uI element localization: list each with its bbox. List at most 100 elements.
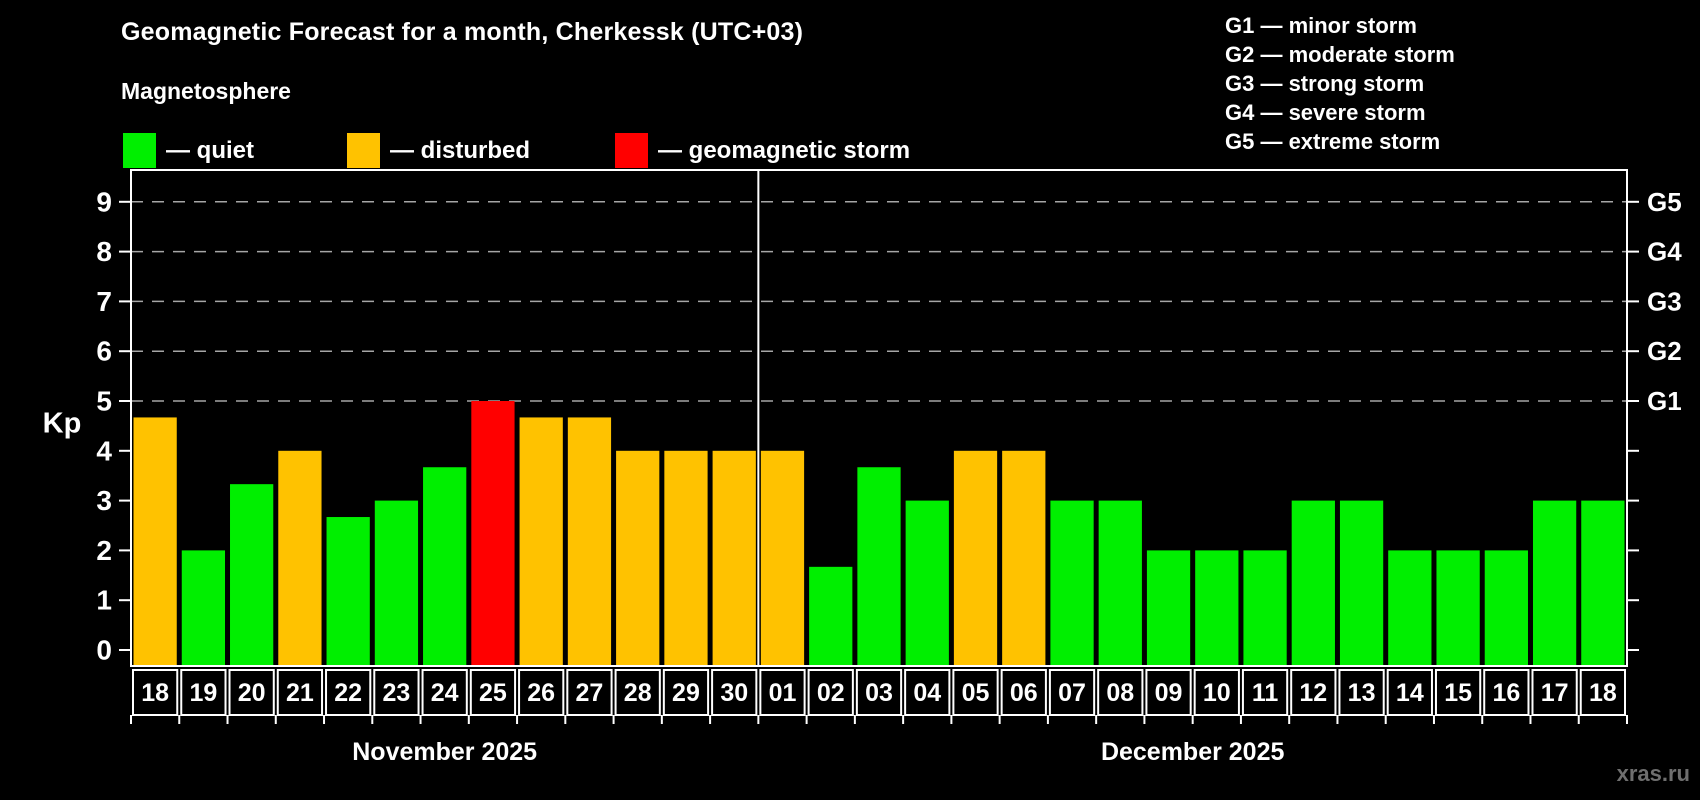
axes: 0 1 2 3 4 5 6 7 8 9 G1 G2 G3 G4 G5 Kp	[43, 186, 1683, 665]
bar-day-18-nov	[133, 417, 177, 666]
page-title: Geomagnetic Forecast for a month, Cherke…	[121, 18, 804, 46]
bar-day-13-dec	[1339, 500, 1384, 666]
day-label: 28	[624, 679, 652, 707]
y-tick-label-8: 8	[96, 236, 112, 267]
bar-day-25-nov	[471, 401, 515, 666]
legend-item-storm: — geomagnetic storm	[615, 133, 910, 168]
day-label: 19	[189, 679, 217, 707]
day-box	[1579, 669, 1627, 716]
g-level-label-G2: G2	[1647, 336, 1682, 366]
y-tick-label-5: 5	[96, 386, 112, 417]
bar-day-17-dec	[1532, 500, 1577, 666]
bar-day-16-dec	[1484, 550, 1528, 666]
bar-day-29-nov	[664, 450, 708, 666]
day-label: 04	[913, 679, 941, 707]
day-label: 13	[1348, 679, 1376, 707]
g-legend-line-g1: G1 — minor storm	[1225, 13, 1417, 38]
bar-day-04-dec	[905, 500, 949, 666]
month-label-november: November 2025	[352, 738, 537, 766]
day-label: 06	[1010, 679, 1038, 707]
day-box	[662, 669, 710, 716]
bar-day-20-nov	[230, 484, 274, 666]
legend-label-storm: — geomagnetic storm	[658, 136, 911, 164]
plot-border	[130, 169, 1628, 667]
day-label: 27	[576, 679, 604, 707]
day-label: 02	[817, 679, 845, 707]
day-box	[711, 669, 758, 716]
bar-day-22-nov	[326, 517, 370, 666]
bar-day-01-dec	[760, 450, 805, 666]
g-legend-line-g3: G3 — strong storm	[1225, 71, 1425, 96]
bar-day-26-nov	[519, 417, 563, 666]
legend-item-disturbed: — disturbed	[347, 133, 530, 168]
y-tick-label-9: 9	[96, 186, 112, 217]
day-box	[614, 669, 661, 716]
day-box	[1386, 669, 1433, 716]
bar-day-03-dec	[857, 467, 901, 666]
day-box	[1097, 669, 1144, 716]
bar-day-10-dec	[1195, 550, 1239, 666]
y-tick-label-6: 6	[96, 336, 112, 367]
bars	[133, 401, 1625, 666]
day-label: 11	[1252, 679, 1279, 707]
day-box	[759, 669, 806, 716]
g-legend-line-g5: G5 — extreme storm	[1225, 129, 1441, 154]
day-box	[228, 669, 275, 716]
bar-day-06-dec	[1002, 450, 1046, 666]
bar-day-19-nov	[181, 550, 226, 666]
bar-day-07-dec	[1050, 500, 1094, 666]
day-box	[1048, 669, 1096, 716]
quiet-swatch-icon	[123, 133, 156, 168]
y-tick-label-7: 7	[96, 286, 112, 317]
day-box	[1531, 669, 1578, 716]
legend-label-disturbed: — disturbed	[390, 136, 531, 164]
bar-day-28-nov	[616, 450, 660, 666]
day-box	[1241, 669, 1289, 716]
day-box	[518, 669, 565, 716]
day-box	[855, 669, 903, 716]
day-label: 09	[1155, 679, 1183, 707]
day-box	[373, 669, 420, 716]
y-tick-label-0: 0	[96, 635, 112, 666]
y-tick-label-2: 2	[96, 535, 112, 566]
day-label: 15	[1444, 679, 1472, 707]
day-label: 16	[1492, 679, 1520, 707]
day-label: 03	[865, 679, 893, 707]
day-box	[325, 669, 372, 716]
y-axis-title: Kp	[43, 407, 82, 439]
g-legend-line-g4: G4 — severe storm	[1225, 100, 1426, 125]
month-label-december: December 2025	[1101, 738, 1285, 766]
day-label: 10	[1203, 679, 1231, 707]
day-label: 24	[431, 679, 459, 707]
bar-day-24-nov	[423, 467, 467, 666]
day-box	[276, 669, 324, 716]
bar-day-27-nov	[567, 417, 612, 666]
day-label: 05	[962, 679, 990, 707]
day-box	[1290, 669, 1337, 716]
g-level-label-G1: G1	[1647, 386, 1682, 416]
day-label: 12	[1299, 679, 1327, 707]
day-label: 07	[1058, 679, 1086, 707]
day-label: 17	[1541, 679, 1569, 707]
day-label: 01	[769, 679, 797, 707]
day-box	[1145, 669, 1192, 716]
gridlines	[131, 201, 1627, 402]
day-box	[132, 669, 179, 716]
day-label: 08	[1106, 679, 1134, 707]
g-scale-legend: G1 — minor storm G2 — moderate storm G3 …	[1225, 11, 1455, 156]
g-level-label-G3: G3	[1647, 286, 1682, 316]
day-box	[904, 669, 951, 716]
bar-day-14-dec	[1388, 550, 1432, 666]
day-box	[421, 669, 468, 716]
y-tick-label-4: 4	[96, 435, 112, 466]
legend-label-quiet: — quiet	[166, 136, 254, 164]
bar-day-05-dec	[953, 450, 998, 666]
day-box	[1000, 669, 1047, 716]
bar-day-08-dec	[1098, 500, 1142, 666]
bar-day-11-dec	[1243, 550, 1287, 666]
day-box	[807, 669, 854, 716]
day-label: 18	[141, 679, 169, 707]
day-label: 18	[1589, 679, 1617, 707]
